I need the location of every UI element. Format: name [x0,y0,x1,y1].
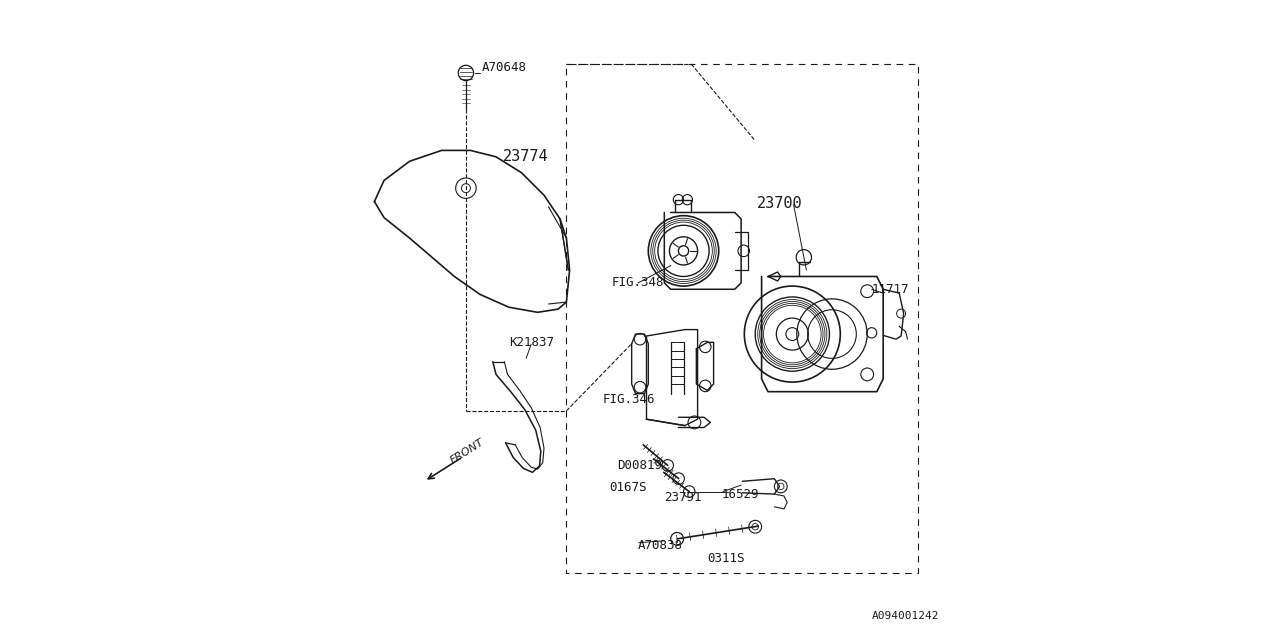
Text: 23774: 23774 [502,149,548,164]
Text: 23700: 23700 [756,196,803,211]
Text: FIG.346: FIG.346 [603,393,655,406]
Text: K21837: K21837 [508,336,554,349]
Text: FIG.348: FIG.348 [612,276,664,289]
Text: 16529: 16529 [722,488,759,500]
Text: A70648: A70648 [483,61,527,74]
Text: 0167S: 0167S [609,481,646,494]
Text: FRONT: FRONT [448,436,485,465]
Text: 0311S: 0311S [708,552,745,564]
Text: A70838: A70838 [637,539,684,552]
Text: D00819: D00819 [618,460,663,472]
Text: 11717: 11717 [872,283,909,296]
Text: A094001242: A094001242 [872,611,940,621]
Text: 23791: 23791 [664,492,701,504]
